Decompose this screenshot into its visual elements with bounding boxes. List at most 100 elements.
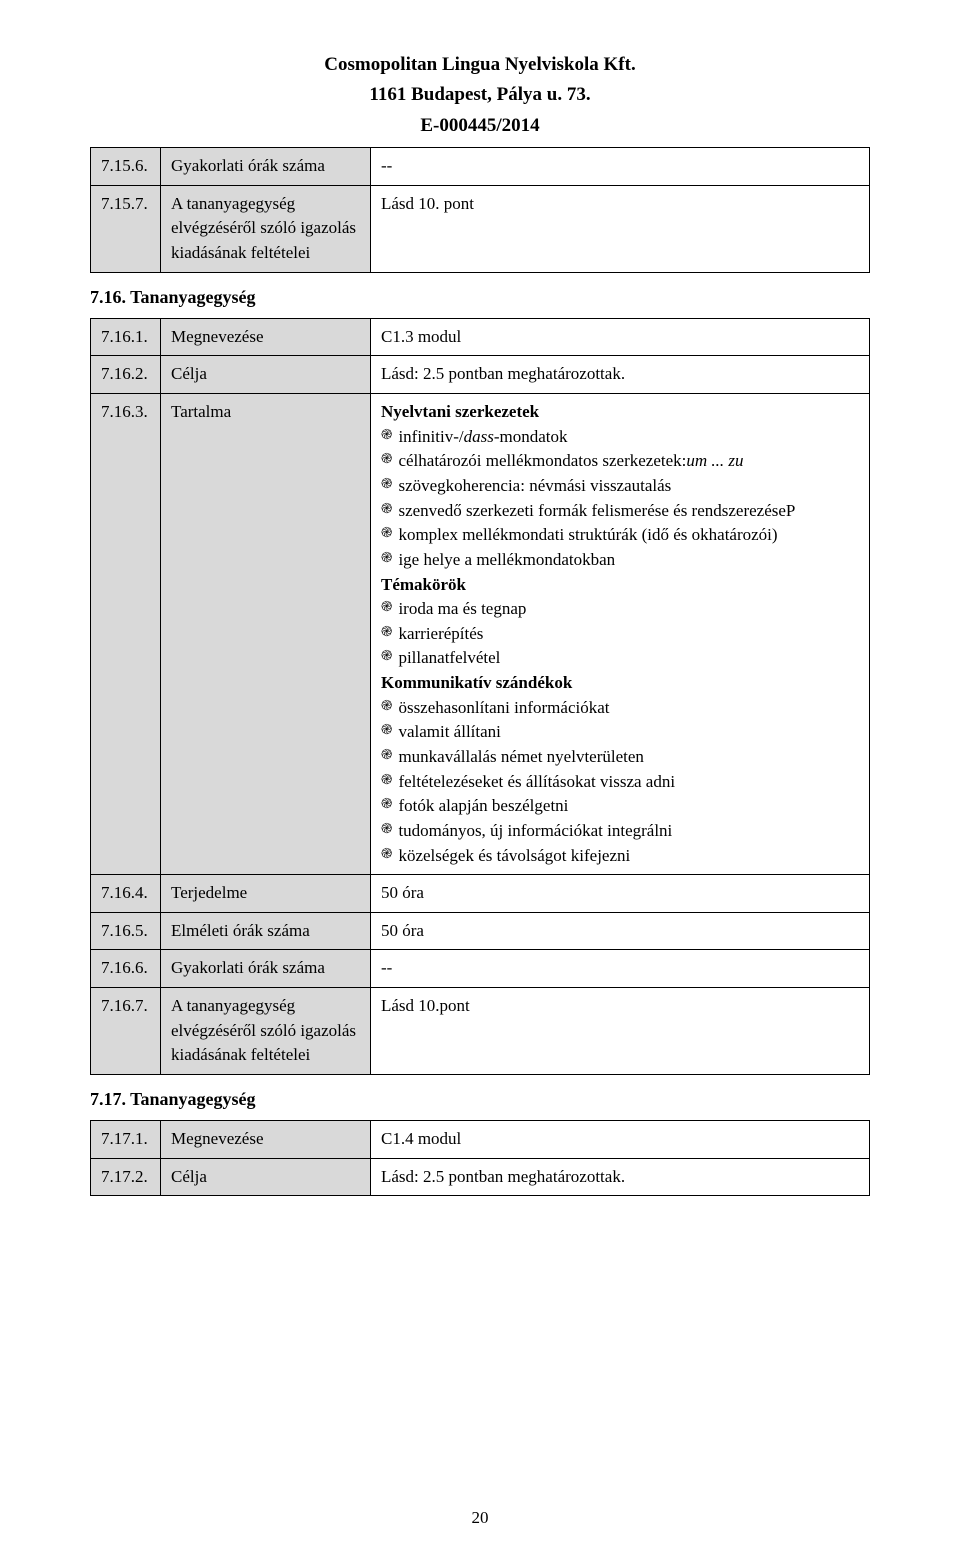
table-row: 7.16.2. Célja Lásd: 2.5 pontban meghatár… <box>91 356 870 394</box>
page-number: 20 <box>0 1508 960 1528</box>
table-row: 7.17.2. Célja Lásd: 2.5 pontban meghatár… <box>91 1158 870 1196</box>
row-value: Lásd 10. pont <box>371 185 870 272</box>
table-row: 7.16.7. A tananyagegység elvégzéséről sz… <box>91 988 870 1075</box>
bullet-icon: ֎ <box>381 474 392 496</box>
bullet-icon: ֎ <box>381 622 392 644</box>
bullet-item: ֎ fotók alapján beszélgetni <box>381 794 859 819</box>
table-7-15: 7.15.6. Gyakorlati órák száma -- 7.15.7.… <box>90 147 870 273</box>
bullet-item: ֎ szenvedő szerkezeti formák felismerése … <box>381 499 859 524</box>
bullet-item: ֎ komplex mellékmondati struktúrák (idő é… <box>381 523 859 548</box>
bullet-icon: ֎ <box>381 449 392 471</box>
bullet-item: ֎ célhatározói mellékmondatos szerkezete… <box>381 449 859 474</box>
bullet-icon: ֎ <box>381 819 392 841</box>
bullet-text: pillanatfelvétel <box>398 646 500 671</box>
bullet-item: ֎ munkavállalás német nyelvterületen <box>381 745 859 770</box>
bullet-text: közelségek és távolságot kifejezni <box>398 844 630 869</box>
row-value: Lásd: 2.5 pontban meghatározottak. <box>371 1158 870 1196</box>
table-row: 7.16.1. Megnevezése C1.3 modul <box>91 318 870 356</box>
bullet-item: ֎ karrierépítés <box>381 622 859 647</box>
bullet-text: karrierépítés <box>398 622 483 647</box>
row-value: -- <box>371 950 870 988</box>
bullet-icon: ֎ <box>381 499 392 521</box>
table-row: 7.16.5. Elméleti órák száma 50 óra <box>91 912 870 950</box>
row-number: 7.16.6. <box>91 950 161 988</box>
row-label: Gyakorlati órák száma <box>161 148 371 186</box>
header-line3: E-000445/2014 <box>90 111 870 141</box>
table-row: 7.16.6. Gyakorlati órák száma -- <box>91 950 870 988</box>
table-row: 7.15.7. A tananyagegység elvégzéséről sz… <box>91 185 870 272</box>
row-label: Célja <box>161 1158 371 1196</box>
row-value: 50 óra <box>371 912 870 950</box>
bullet-item: ֎ iroda ma és tegnap <box>381 597 859 622</box>
bullet-text: infinitiv-/dass-mondatok <box>398 425 567 450</box>
bullet-item: ֎ összehasonlítani információkat <box>381 696 859 721</box>
row-number: 7.16.5. <box>91 912 161 950</box>
row-label: Célja <box>161 356 371 394</box>
row-number: 7.15.6. <box>91 148 161 186</box>
bullet-text: iroda ma és tegnap <box>398 597 526 622</box>
bullet-item: ֎ feltételezéseket és állításokat vissza … <box>381 770 859 795</box>
bullet-text: feltételezéseket és állításokat vissza a… <box>398 770 675 795</box>
row-label: Megnevezése <box>161 1121 371 1159</box>
row-number: 7.15.7. <box>91 185 161 272</box>
row-number: 7.17.2. <box>91 1158 161 1196</box>
row-number: 7.16.2. <box>91 356 161 394</box>
row-label: Gyakorlati órák száma <box>161 950 371 988</box>
row-number: 7.17.1. <box>91 1121 161 1159</box>
row-value: Lásd: 2.5 pontban meghatározottak. <box>371 356 870 394</box>
bullet-item: ֎ ige helye a mellékmondatokban <box>381 548 859 573</box>
section-heading-717: 7.17. Tananyagegység <box>90 1089 870 1110</box>
bullet-icon: ֎ <box>381 794 392 816</box>
bullet-icon: ֎ <box>381 597 392 619</box>
row-label: Tartalma <box>161 394 371 875</box>
row-value: Lásd 10.pont <box>371 988 870 1075</box>
bullet-icon: ֎ <box>381 646 392 668</box>
tartalma-content: Nyelvtani szerkezetek ֎ infinitiv-/dass-… <box>371 394 870 875</box>
table-row: 7.16.4. Terjedelme 50 óra <box>91 875 870 913</box>
header-line1: Cosmopolitan Lingua Nyelviskola Kft. <box>90 50 870 80</box>
bullet-text: szövegkoherencia: névmási visszautalás <box>398 474 671 499</box>
bullet-text: fotók alapján beszélgetni <box>398 794 568 819</box>
table-7-16: 7.16.1. Megnevezése C1.3 modul 7.16.2. C… <box>90 318 870 1075</box>
tartalma-heading: Témakörök <box>381 573 859 598</box>
bullet-icon: ֎ <box>381 745 392 767</box>
bullet-text: valamit állítani <box>398 720 500 745</box>
row-number: 7.16.3. <box>91 394 161 875</box>
bullet-icon: ֎ <box>381 548 392 570</box>
bullet-text: tudományos, új információkat integrálni <box>398 819 672 844</box>
section-heading-716: 7.16. Tananyagegység <box>90 287 870 308</box>
bullet-text: célhatározói mellékmondatos szerkezetek:… <box>398 449 743 474</box>
bullet-text: összehasonlítani információkat <box>398 696 609 721</box>
bullet-item: ֎ valamit állítani <box>381 720 859 745</box>
bullet-text: szenvedő szerkezeti formák felismerése é… <box>398 499 795 524</box>
row-number: 7.16.1. <box>91 318 161 356</box>
bullet-text: komplex mellékmondati struktúrák (idő és… <box>398 523 777 548</box>
row-label: A tananyagegység elvégzéséről szóló igaz… <box>161 185 371 272</box>
row-label: Terjedelme <box>161 875 371 913</box>
bullet-item: ֎ közelségek és távolságot kifejezni <box>381 844 859 869</box>
table-row: 7.16.3. Tartalma Nyelvtani szerkezetek ֎… <box>91 394 870 875</box>
bullet-item: ֎ infinitiv-/dass-mondatok <box>381 425 859 450</box>
bullet-icon: ֎ <box>381 770 392 792</box>
table-row: 7.15.6. Gyakorlati órák száma -- <box>91 148 870 186</box>
bullet-icon: ֎ <box>381 425 392 447</box>
bullet-text: ige helye a mellékmondatokban <box>398 548 615 573</box>
row-value: C1.3 modul <box>371 318 870 356</box>
bullet-icon: ֎ <box>381 523 392 545</box>
table-7-17: 7.17.1. Megnevezése C1.4 modul 7.17.2. C… <box>90 1120 870 1196</box>
row-label: A tananyagegység elvégzéséről szóló igaz… <box>161 988 371 1075</box>
bullet-item: ֎ tudományos, új információkat integrálni <box>381 819 859 844</box>
bullet-item: ֎ pillanatfelvétel <box>381 646 859 671</box>
row-value: C1.4 modul <box>371 1121 870 1159</box>
row-number: 7.16.7. <box>91 988 161 1075</box>
row-value: 50 óra <box>371 875 870 913</box>
bullet-text: munkavállalás német nyelvterületen <box>398 745 643 770</box>
header-line2: 1161 Budapest, Pálya u. 73. <box>90 80 870 110</box>
bullet-icon: ֎ <box>381 844 392 866</box>
bullet-item: ֎ szövegkoherencia: névmási visszautalás <box>381 474 859 499</box>
row-number: 7.16.4. <box>91 875 161 913</box>
bullet-icon: ֎ <box>381 696 392 718</box>
row-label: Megnevezése <box>161 318 371 356</box>
tartalma-heading: Nyelvtani szerkezetek <box>381 400 859 425</box>
bullet-icon: ֎ <box>381 720 392 742</box>
